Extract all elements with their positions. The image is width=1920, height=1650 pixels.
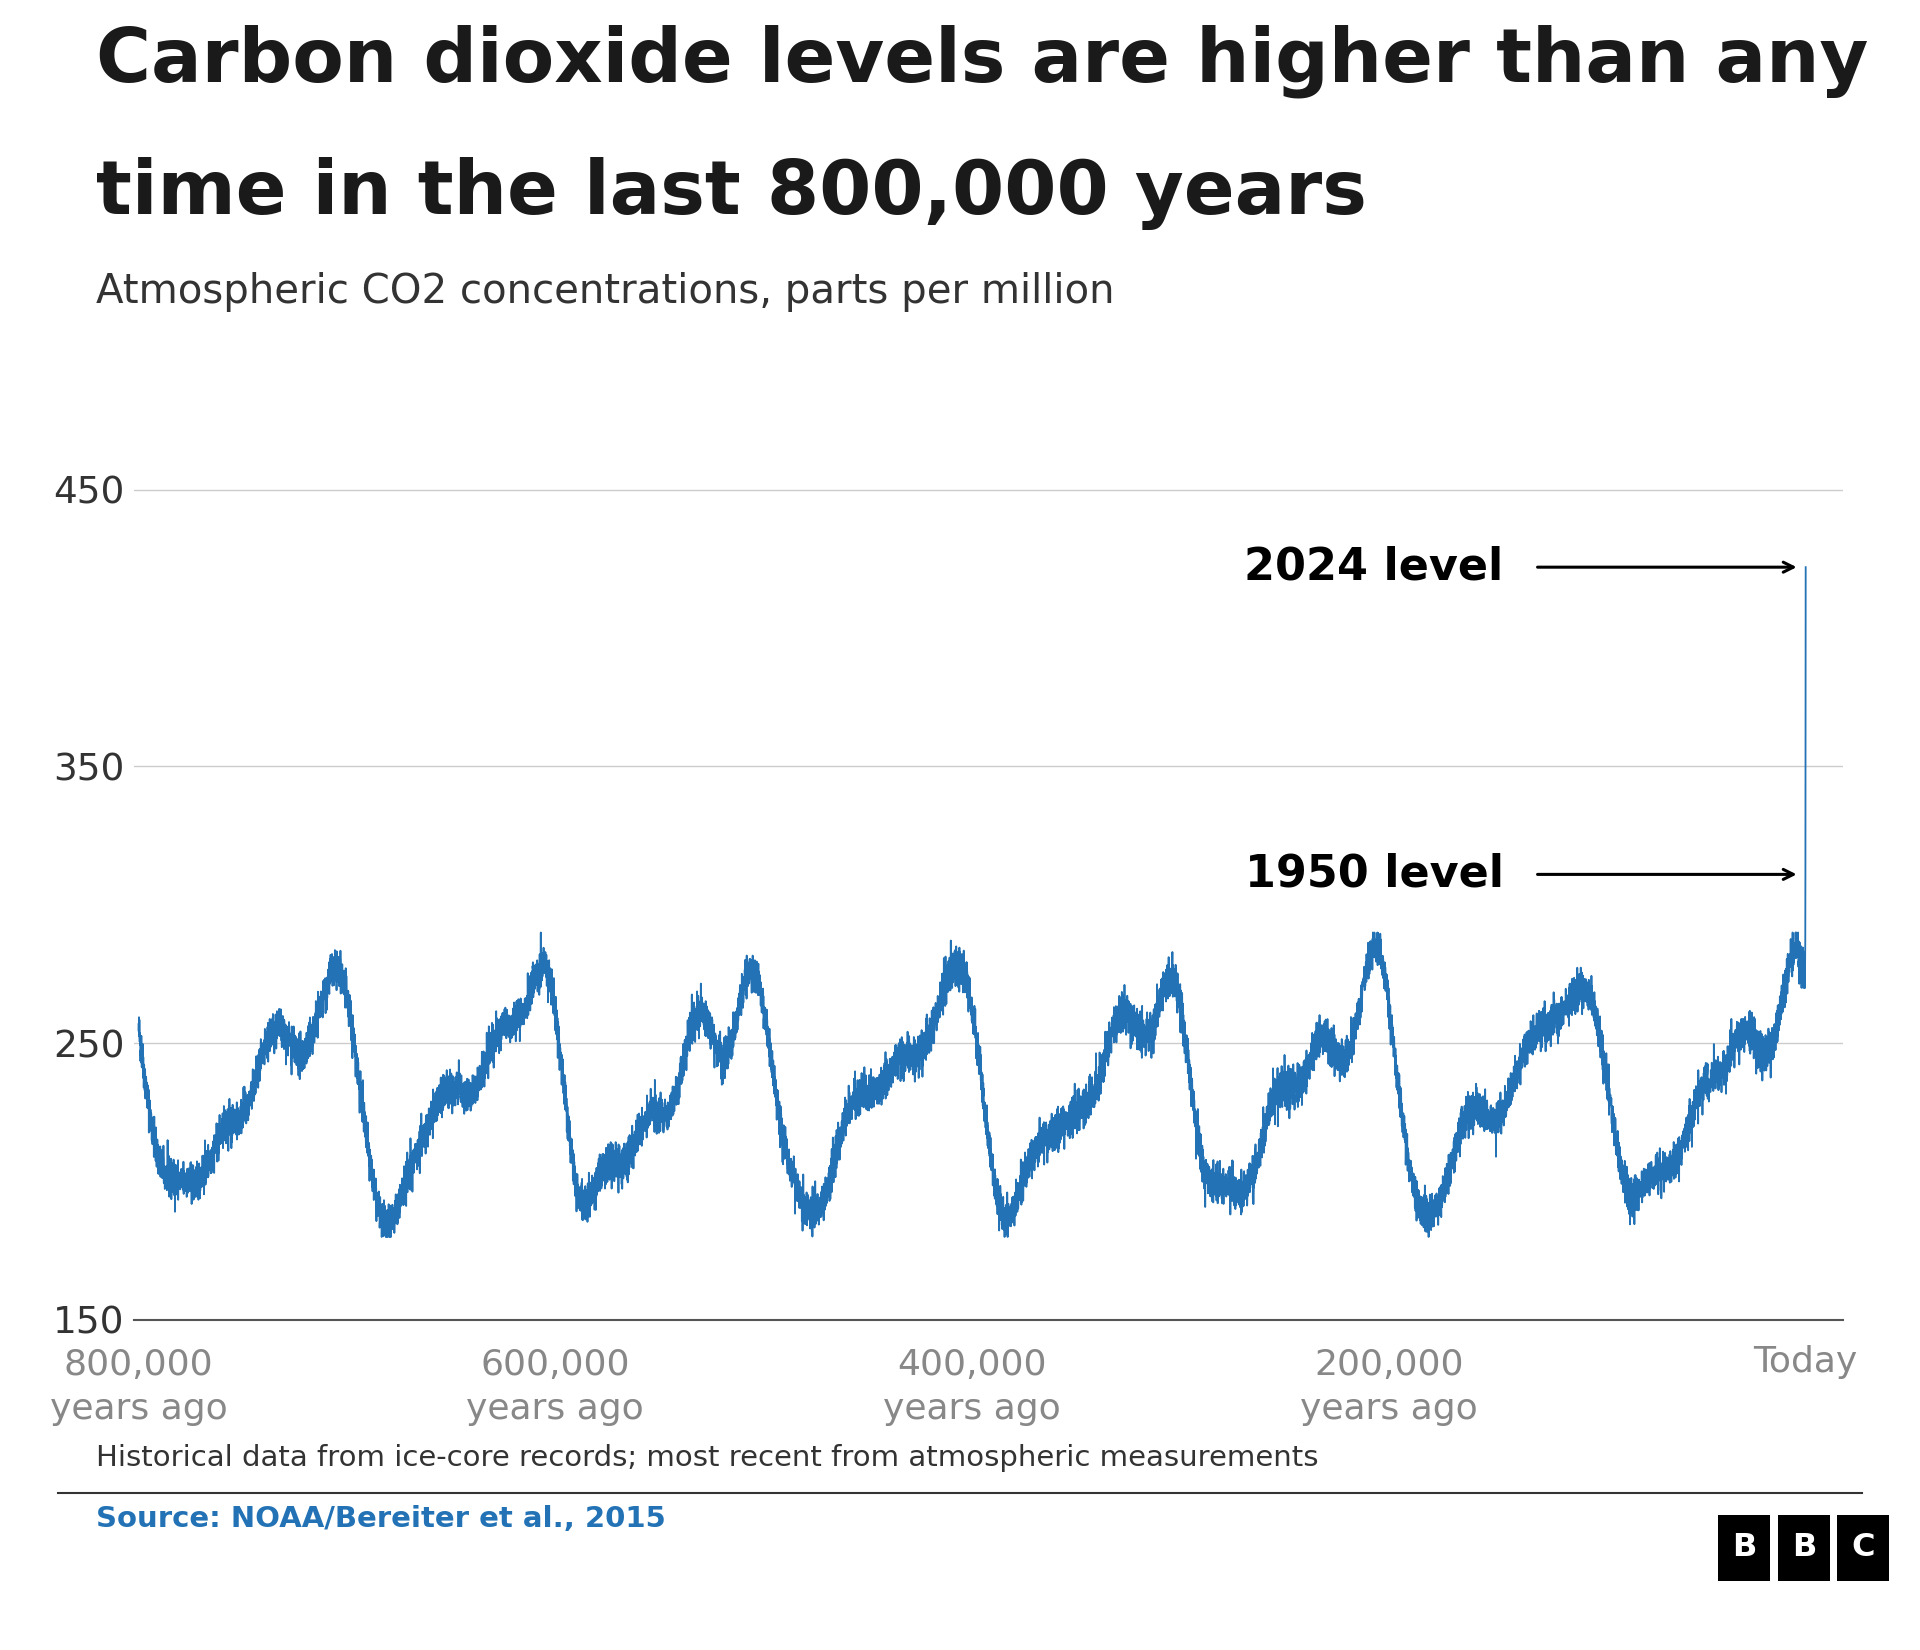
Text: Historical data from ice-core records; most recent from atmospheric measurements: Historical data from ice-core records; m… <box>96 1444 1319 1472</box>
Text: 400,000
years ago: 400,000 years ago <box>883 1348 1062 1426</box>
Text: B: B <box>1791 1533 1816 1563</box>
Text: B: B <box>1732 1533 1757 1563</box>
Text: C: C <box>1851 1533 1876 1563</box>
Text: Atmospheric CO2 concentrations, parts per million: Atmospheric CO2 concentrations, parts pe… <box>96 272 1114 312</box>
Text: 600,000
years ago: 600,000 years ago <box>467 1348 645 1426</box>
Text: Today: Today <box>1753 1345 1859 1379</box>
Text: 1950 level: 1950 level <box>1244 853 1503 896</box>
Text: Carbon dioxide levels are higher than any: Carbon dioxide levels are higher than an… <box>96 25 1868 99</box>
Text: 800,000
years ago: 800,000 years ago <box>50 1348 227 1426</box>
Text: 200,000
years ago: 200,000 years ago <box>1300 1348 1478 1426</box>
Text: 2024 level: 2024 level <box>1244 546 1503 589</box>
Text: Source: NOAA/Bereiter et al., 2015: Source: NOAA/Bereiter et al., 2015 <box>96 1505 666 1533</box>
Text: time in the last 800,000 years: time in the last 800,000 years <box>96 157 1367 229</box>
